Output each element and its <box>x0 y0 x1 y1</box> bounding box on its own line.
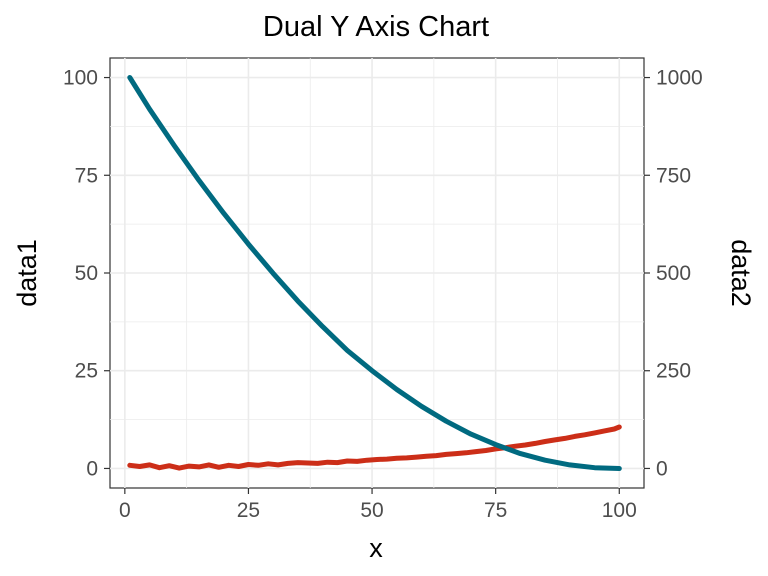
x-tick-label: 25 <box>237 499 260 522</box>
x-tick-label: 100 <box>602 499 637 522</box>
x-tick-label: 0 <box>119 499 131 522</box>
series-layer <box>127 75 622 471</box>
x-axis-title: x <box>369 533 383 563</box>
y-right-tick-label: 750 <box>656 164 691 187</box>
x-tick-label: 75 <box>484 499 507 522</box>
y-right-tick-label: 250 <box>656 360 691 383</box>
y-axis-right-title: data2 <box>726 239 756 307</box>
minor-gridlines <box>110 58 644 488</box>
y-right-tick-label: 500 <box>656 262 691 285</box>
y-right-tick-label: 0 <box>656 457 668 480</box>
y-right-tick-label: 1000 <box>656 67 703 90</box>
y-left-tick-label: 75 <box>75 164 98 187</box>
y-left-tick-label: 0 <box>86 457 98 480</box>
y-left-tick-label: 50 <box>75 262 98 285</box>
chart-title: Dual Y Axis Chart <box>263 11 489 43</box>
data2-line <box>127 75 622 471</box>
data1-line <box>127 424 622 471</box>
y-axis-left-title: data1 <box>12 239 42 307</box>
y-left-tick-label: 25 <box>75 360 98 383</box>
x-tick-label: 50 <box>360 499 383 522</box>
y-left-tick-label: 100 <box>63 67 98 90</box>
